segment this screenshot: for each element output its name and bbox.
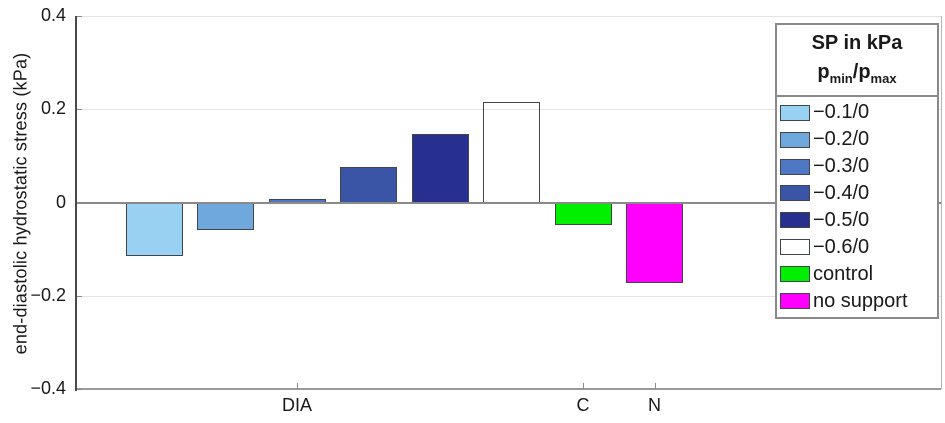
bar-1 — [125, 202, 183, 256]
legend-swatch — [780, 104, 810, 121]
grid-line — [76, 109, 941, 111]
legend-row: −0.3/0 — [780, 154, 937, 180]
legend-label: −0.1/0 — [813, 101, 870, 124]
legend-row: −0.2/0 — [780, 127, 937, 153]
bar-5 — [411, 134, 469, 204]
y-tick-label: 0 — [55, 191, 66, 212]
legend-title-line1: SP in kPa — [811, 32, 903, 54]
y-tick-label: −0.2 — [30, 284, 66, 305]
x-tick-mark — [583, 383, 584, 390]
x-tick-label: N — [648, 395, 661, 416]
bar-7 — [554, 202, 612, 225]
grid-line — [76, 15, 941, 17]
y-axis-line — [75, 15, 77, 392]
legend-swatch — [780, 293, 810, 310]
bar-8 — [626, 202, 683, 283]
y-tick-label: 0.4 — [40, 4, 66, 25]
legend-label: −0.6/0 — [813, 235, 870, 258]
legend-row: −0.1/0 — [780, 100, 937, 126]
legend-title: SP in kPa pmin/pmax — [777, 25, 937, 97]
legend-swatch — [780, 212, 810, 229]
y-tick-mark — [76, 109, 82, 111]
legend-label: −0.4/0 — [813, 181, 870, 204]
bar-2 — [197, 202, 254, 231]
legend-row: no support — [780, 288, 937, 314]
legend-label: −0.3/0 — [813, 155, 870, 178]
legend-label: control — [813, 262, 874, 285]
legend-swatch — [780, 158, 810, 175]
legend-entries: −0.1/0 −0.2/0 −0.3/0 −0.4/0 −0.5/0 −0.6/0 cont… — [777, 97, 937, 317]
legend-row: −0.4/0 — [780, 180, 937, 206]
x-tick-mark — [297, 383, 298, 390]
legend-row: control — [780, 261, 937, 287]
x-tick-label: C — [576, 395, 590, 416]
legend-row: −0.5/0 — [780, 207, 937, 233]
legend-label: −0.2/0 — [813, 128, 870, 151]
legend-label: no support — [813, 289, 908, 312]
x-tick-label: DIA — [281, 395, 312, 416]
bar-4 — [340, 167, 397, 204]
legend-row: −0.6/0 — [780, 234, 937, 260]
zero-line — [76, 201, 941, 204]
x-axis-line — [76, 388, 941, 391]
bar-6 — [483, 101, 540, 204]
legend-label: −0.5/0 — [813, 208, 870, 231]
grid-line — [76, 295, 941, 297]
legend: SP in kPa pmin/pmax −0.1/0 −0.2/0 −0.3/0 −0… — [775, 23, 939, 319]
y-tick-mark — [76, 15, 82, 17]
legend-swatch — [780, 266, 810, 283]
y-tick-mark — [76, 202, 82, 204]
legend-swatch — [780, 131, 810, 148]
legend-swatch — [780, 185, 810, 202]
y-tick-mark — [76, 295, 82, 297]
legend-swatch — [780, 239, 810, 256]
right-spine — [941, 15, 942, 390]
y-tick-label: 0.2 — [40, 98, 66, 119]
x-tick-mark — [654, 383, 656, 390]
y-tick-mark — [76, 389, 82, 391]
y-tick-label: −0.4 — [30, 378, 66, 399]
legend-title-line2: pmin/pmax — [817, 61, 897, 86]
